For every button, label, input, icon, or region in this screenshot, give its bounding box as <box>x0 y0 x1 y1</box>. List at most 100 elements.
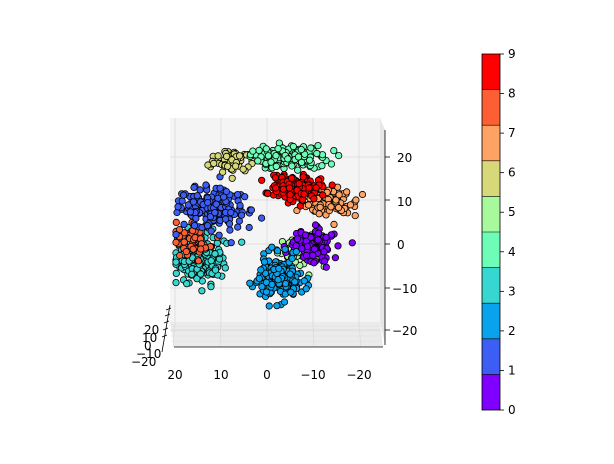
scatter-point-class-9 <box>320 192 326 198</box>
scatter-point-class-1 <box>181 221 187 227</box>
scatter-point-class-4 <box>336 152 342 158</box>
scatter-point-class-1 <box>217 185 223 191</box>
scatter-point-class-1 <box>238 212 244 218</box>
scatter-point-class-1 <box>237 202 243 208</box>
scatter-point-class-1 <box>174 209 180 215</box>
colorbar-tick-label: 4 <box>508 245 516 259</box>
scatter-point-class-9 <box>300 174 306 180</box>
scatter-point-class-0 <box>312 222 318 228</box>
x-tick-label: 20 <box>167 368 182 382</box>
scatter-point-class-7 <box>352 212 358 218</box>
scatter-point-class-9 <box>297 203 303 209</box>
scatter-point-class-7 <box>359 191 365 197</box>
colorbar-band-7 <box>482 125 500 161</box>
z-tick-label: 10 <box>397 195 412 209</box>
z-axis-ticks: 20 10 0 −10 −20 <box>392 151 417 338</box>
scatter-point-class-1 <box>173 231 179 237</box>
colorbar-tick-label: 5 <box>508 205 516 219</box>
scatter-point-class-8 <box>198 246 204 252</box>
scatter-point-class-3 <box>199 288 205 294</box>
colorbar-band-2 <box>482 303 500 339</box>
scatter-point-class-7 <box>335 204 341 210</box>
y-tick-mark <box>165 314 170 316</box>
scatter-point-class-1 <box>175 204 181 210</box>
scatter-point-class-3 <box>173 279 179 285</box>
scatter-point-class-8 <box>195 258 201 264</box>
scatter-point-class-4 <box>298 159 304 165</box>
scatter-point-class-1 <box>242 194 248 200</box>
scatter-point-class-0 <box>315 237 321 243</box>
scatter-point-class-8 <box>173 239 179 245</box>
scatter-point-class-1 <box>179 198 185 204</box>
scatter-point-class-1 <box>235 224 241 230</box>
scatter-point-class-1 <box>204 222 210 228</box>
colorbar-tick-label: 6 <box>508 166 516 180</box>
scatter-point-class-4 <box>319 152 325 158</box>
scatter-point-class-2 <box>256 275 262 281</box>
scatter-point-class-3 <box>184 281 190 287</box>
scatter-point-class-7 <box>317 204 323 210</box>
scatter-point-class-7 <box>316 211 322 217</box>
scatter-point-class-9 <box>306 185 312 191</box>
z-tick-label: 20 <box>397 151 412 165</box>
scatter-point-class-4 <box>285 156 291 162</box>
scatter-point-class-2 <box>263 289 269 295</box>
colorbar-band-8 <box>482 90 500 126</box>
scatter-point-class-4 <box>268 159 274 165</box>
scatter-point-class-6 <box>211 160 217 166</box>
scatter-point-class-0 <box>294 236 300 242</box>
colorbar-tick-label: 9 <box>508 47 516 61</box>
x-axis-ticks: 20 10 0 −10 −20 <box>167 368 371 382</box>
scatter-point-class-7 <box>347 202 353 208</box>
scatter-point-class-2 <box>282 246 288 252</box>
scatter-point-class-2 <box>247 280 253 286</box>
colorbar-band-6 <box>482 161 500 197</box>
x-tick-label: 0 <box>263 368 271 382</box>
side-pane <box>380 118 385 345</box>
scatter-point-class-4 <box>256 147 262 153</box>
scatter-point-class-4 <box>290 143 296 149</box>
scatter-point-class-0 <box>335 243 341 249</box>
scatter-point-class-1 <box>246 224 252 230</box>
scatter-point-class-0 <box>321 258 327 264</box>
scatter-point-class-1 <box>227 227 233 233</box>
scatter-point-class-9 <box>299 197 305 203</box>
scatter-point-class-4 <box>319 163 325 169</box>
scatter-point-class-2 <box>303 286 309 292</box>
scatter-point-class-2 <box>301 278 307 284</box>
scatter-point-class-3 <box>239 239 245 245</box>
scatter-point-class-9 <box>311 196 317 202</box>
scatter-point-class-9 <box>273 185 279 191</box>
scatter-point-class-9 <box>265 190 271 196</box>
scatter-point-class-2 <box>288 289 294 295</box>
scatter-point-class-4 <box>250 148 256 154</box>
colorbar-bands <box>482 54 500 410</box>
colorbar-band-1 <box>482 339 500 375</box>
scatter-point-class-1 <box>222 216 228 222</box>
colorbar-band-3 <box>482 268 500 304</box>
scatter-point-class-6 <box>205 162 211 168</box>
scatter-point-class-8 <box>190 246 196 252</box>
scatter-point-class-1 <box>221 194 227 200</box>
scatter-point-class-3 <box>208 284 214 290</box>
z-tick-label: −20 <box>392 324 417 338</box>
scatter-point-class-7 <box>305 202 311 208</box>
scatter-point-class-2 <box>275 277 281 283</box>
scatter-point-class-8 <box>173 219 179 225</box>
scatter-point-class-0 <box>315 230 321 236</box>
scatter-point-class-7 <box>331 221 337 227</box>
scatter-point-class-2 <box>269 244 275 250</box>
scatter-point-class-6 <box>236 153 242 159</box>
scatter-point-class-1 <box>187 209 193 215</box>
x-tick-label: −10 <box>300 368 325 382</box>
scatter-point-class-2 <box>274 303 280 309</box>
scatter-point-class-7 <box>336 192 342 198</box>
scatter-point-class-0 <box>311 260 317 266</box>
scatter-point-class-8 <box>181 239 187 245</box>
scatter-point-class-4 <box>275 146 281 152</box>
scatter-point-class-9 <box>272 175 278 181</box>
scatter-point-class-2 <box>292 279 298 285</box>
